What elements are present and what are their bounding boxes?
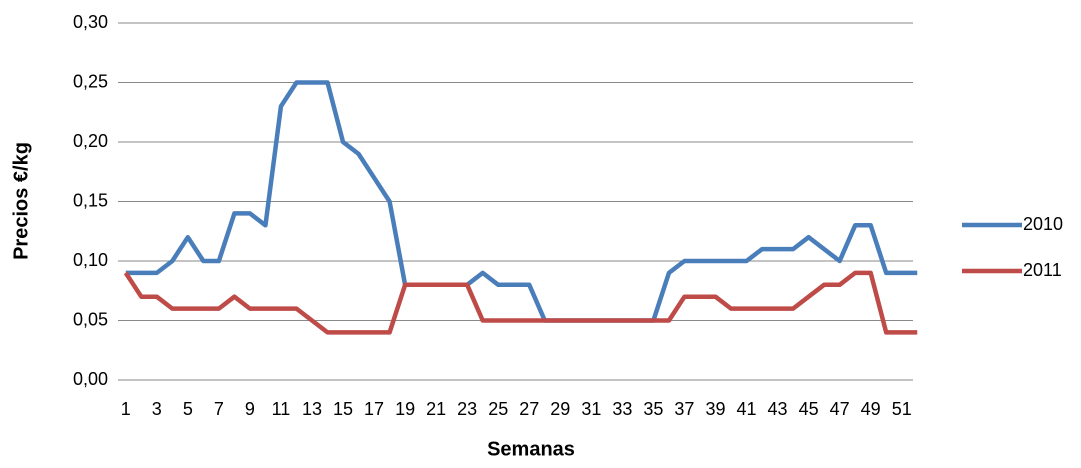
x-tick-label: 51 — [892, 399, 912, 419]
line-series — [123, 270, 918, 335]
legend-label: 2011 — [1023, 260, 1062, 280]
line-series — [125, 80, 918, 323]
x-tick-label: 31 — [581, 399, 601, 419]
y-tick-label: 0,25 — [73, 71, 108, 91]
x-tick-label: 19 — [395, 399, 415, 419]
y-tick-label: 0,30 — [73, 12, 108, 32]
y-axis-title: Precios €/kg — [10, 142, 32, 260]
x-tick-label: 7 — [214, 399, 224, 419]
x-tick-label: 27 — [519, 399, 539, 419]
x-tick-label: 49 — [861, 399, 881, 419]
x-tick-label: 23 — [457, 399, 477, 419]
x-tick-label: 13 — [302, 399, 322, 419]
x-tick-label: 29 — [550, 399, 570, 419]
x-tick-label: 37 — [674, 399, 694, 419]
x-tick-label: 35 — [643, 399, 663, 419]
y-tick-label: 0,05 — [73, 309, 108, 329]
x-tick-label: 25 — [488, 399, 508, 419]
x-tick-label: 21 — [426, 399, 446, 419]
x-tick-label: 47 — [830, 399, 850, 419]
x-tick-label: 41 — [737, 399, 757, 419]
y-tick-label: 0,20 — [73, 131, 108, 151]
x-tick-label: 3 — [152, 399, 162, 419]
y-tick-label: 0,10 — [73, 250, 108, 270]
x-axis-title: Semanas — [487, 438, 575, 460]
x-tick-label: 11 — [272, 399, 291, 419]
x-tick-label: 43 — [768, 399, 788, 419]
x-tick-label: 1 — [121, 399, 131, 419]
y-tick-label: 0,15 — [73, 190, 108, 210]
x-tick-label: 33 — [612, 399, 632, 419]
x-tick-label: 45 — [799, 399, 819, 419]
y-tick-label: 0,00 — [73, 369, 108, 389]
x-tick-label: 5 — [183, 399, 193, 419]
legend-label: 2010 — [1023, 214, 1063, 234]
x-tick-label: 17 — [364, 399, 384, 419]
x-tick-label: 39 — [705, 399, 725, 419]
x-tick-label: 15 — [333, 399, 353, 419]
x-tick-label: 9 — [245, 399, 255, 419]
